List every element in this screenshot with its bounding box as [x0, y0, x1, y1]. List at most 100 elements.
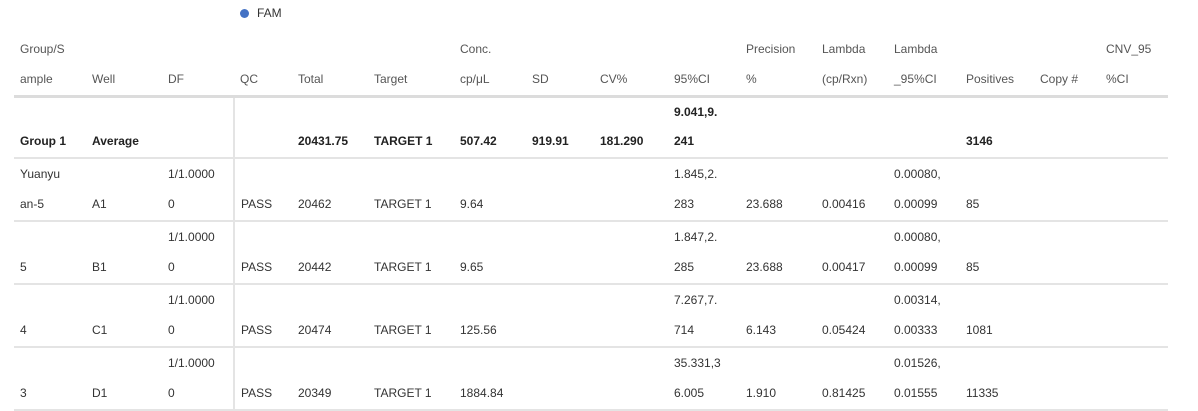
cell-text: [1040, 98, 1100, 127]
cell-text: [746, 98, 816, 127]
cell-text: 85: [966, 197, 980, 211]
cell-total: 20462: [292, 158, 368, 222]
cell-text: [168, 98, 232, 127]
column-header-text: QC: [240, 72, 258, 86]
cell-text: [600, 378, 668, 408]
column-header-text: Well: [92, 72, 116, 86]
cell-text: [532, 285, 594, 315]
cell-lambda: [816, 96, 888, 159]
cell-text: 285: [674, 260, 695, 274]
table-row[interactable]: 5 B1 1/1.0000 0 PASS 20442 TARGET 1 9.65 1.847,2…: [14, 221, 1168, 285]
cell-lambda: 0.05424: [816, 284, 888, 348]
cell-text: 0.05424: [822, 323, 866, 337]
cell-copy: [1034, 221, 1100, 285]
cell-text: [374, 222, 454, 252]
cell-text: 9.65: [460, 260, 484, 274]
cell-ci95: 1.845,2. 283: [668, 158, 740, 222]
cell-text: [1106, 378, 1168, 408]
table-row[interactable]: 3 D1 1/1.0000 0 PASS 20349 TARGET 1 1884.84 35.3…: [14, 347, 1168, 411]
cell-conc: 507.42: [454, 96, 526, 159]
cell-cnv: [1100, 158, 1168, 222]
cell-text: [92, 159, 162, 189]
column-header-df[interactable]: DF: [162, 34, 234, 98]
cell-df: 1/1.0000 0: [162, 284, 235, 348]
cell-text: [241, 285, 292, 315]
column-header-ci95[interactable]: 95%CI: [668, 34, 740, 98]
table-body: Group 1 Average 20431.75 TARGET 1 507.42 919.…: [14, 96, 1168, 411]
column-header-positives[interactable]: Positives: [960, 34, 1034, 98]
cell-text: 0.00417: [822, 260, 866, 274]
column-header-total[interactable]: Total: [292, 34, 368, 98]
cell-text: 85: [966, 260, 980, 274]
column-header-text: Copy #: [1040, 72, 1079, 86]
column-header-precision[interactable]: Precision%: [740, 34, 816, 98]
cell-text: 35.331,3: [674, 356, 721, 370]
cell-text: [1040, 222, 1100, 252]
cell-precision: 23.688: [740, 221, 816, 285]
cell-well: C1: [86, 284, 162, 348]
cell-df: 1/1.0000 0: [162, 221, 235, 285]
column-header-well[interactable]: Well: [86, 34, 162, 98]
cell-text: [822, 348, 888, 378]
column-header-lambda95[interactable]: Lambda _95%CI: [888, 34, 960, 98]
cell-text: [20, 98, 86, 127]
column-header-conc[interactable]: Conc. cp/μL: [454, 34, 526, 98]
cell-cv: [594, 158, 668, 222]
column-header-sd[interactable]: SD: [526, 34, 594, 98]
cell-text: [241, 127, 292, 156]
cell-text: D1: [92, 386, 108, 400]
cell-text: [822, 285, 888, 315]
cell-text: [746, 285, 816, 315]
cell-text: [966, 98, 1034, 127]
cell-text: [92, 348, 162, 378]
cell-cv: 181.290: [594, 96, 668, 159]
column-header-qc[interactable]: QC: [234, 34, 292, 98]
column-header-text: CNV_95: [1106, 42, 1152, 56]
cell-text: 20431.75: [298, 134, 349, 148]
cell-df: [162, 96, 235, 159]
table-row[interactable]: Yuanyu an-5 A1 1/1.0000 0 PASS 20462 TARGET 1 9.…: [14, 158, 1168, 222]
cell-text: [1040, 285, 1100, 315]
cell-text: [1040, 378, 1100, 408]
cell-text: [1040, 159, 1100, 189]
cell-sd: 919.91: [526, 96, 594, 159]
column-header-cnv[interactable]: CNV_95 %CI: [1100, 34, 1168, 98]
cell-cv: [594, 347, 668, 411]
cell-text: TARGET 1: [374, 386, 432, 400]
column-header-cv[interactable]: CV%: [594, 34, 668, 98]
cell-text: 7.267,7.: [674, 293, 718, 307]
cell-copy: [1034, 347, 1100, 411]
cell-total: 20474: [292, 284, 368, 348]
cell-text: 919.91: [532, 134, 569, 148]
table-row[interactable]: 4 C1 1/1.0000 0 PASS 20474 TARGET 1 125.56 7.267…: [14, 284, 1168, 348]
cell-total: 20431.75: [292, 96, 368, 159]
column-header-text: Conc.: [460, 42, 492, 56]
cell-conc: 9.65: [454, 221, 526, 285]
cell-group: Group 1: [14, 96, 86, 159]
cell-text: 0.00080,: [894, 167, 941, 181]
cell-text: 6.005: [674, 386, 705, 400]
cell-target: TARGET 1: [368, 96, 454, 159]
cell-text: [460, 159, 526, 189]
column-header-copy[interactable]: Copy #: [1034, 34, 1100, 98]
cell-text: [460, 222, 526, 252]
cell-text: [822, 159, 888, 189]
cell-text: [374, 348, 454, 378]
cell-lambda95: [888, 96, 960, 159]
column-header-group[interactable]: Group/S ample: [14, 34, 86, 98]
cell-text: TARGET 1: [374, 134, 433, 148]
cell-df: 1/1.0000 0: [162, 347, 235, 411]
cell-total: 20442: [292, 221, 368, 285]
column-header-target[interactable]: Target: [368, 34, 454, 98]
cell-well: B1: [86, 221, 162, 285]
cell-text: [92, 98, 162, 127]
cell-text: an-5: [20, 197, 45, 211]
group-average-row[interactable]: Group 1 Average 20431.75 TARGET 1 507.42 919.…: [14, 96, 1168, 159]
column-header-lambda[interactable]: Lambda (cp/Rxn): [816, 34, 888, 98]
cell-target: TARGET 1: [368, 158, 454, 222]
cell-text: [1106, 285, 1168, 315]
cell-text: 0: [168, 260, 175, 274]
cell-text: [966, 159, 1034, 189]
cell-text: [1106, 159, 1168, 189]
cell-text: [1106, 252, 1168, 282]
